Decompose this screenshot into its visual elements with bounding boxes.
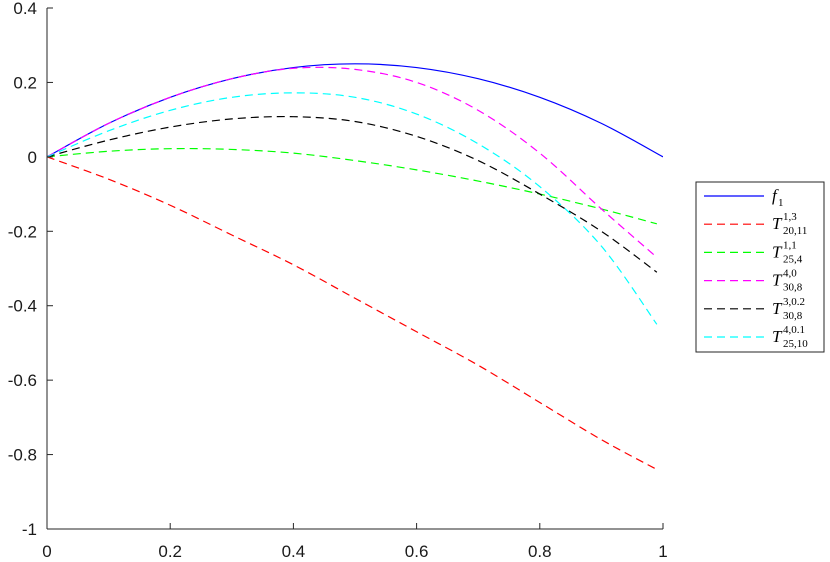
legend-label-sup: 1,3 [783, 211, 797, 223]
legend-label: f [772, 186, 779, 205]
legend-label-sub: 30,8 [783, 310, 803, 322]
series-line-t-25-10 [47, 92, 658, 325]
x-tick-label: 0 [42, 542, 51, 561]
series-line-t-20-11 [47, 156, 658, 470]
legend-label-sub: 25,10 [783, 338, 808, 350]
legend-label: T [772, 299, 783, 318]
legend-label-sub: 20,11 [783, 225, 807, 237]
legend-label: T [772, 242, 783, 261]
y-tick-label: -0.4 [8, 297, 37, 316]
x-tick-label: 0.6 [405, 542, 429, 561]
y-tick-label: -0.8 [8, 446, 37, 465]
y-tick-label: -0.2 [8, 222, 37, 241]
series-lines [47, 63, 663, 470]
y-tick-label: -0.6 [8, 371, 37, 390]
legend-label: T [772, 271, 783, 290]
legend-label: T [772, 214, 783, 233]
legend-label-sup: 1,1 [783, 239, 797, 251]
legend-box [695, 181, 825, 353]
x-tick-label: 0.2 [158, 542, 182, 561]
y-tick-label: -1 [22, 520, 37, 539]
legend-label-sup: 4,0 [783, 268, 797, 280]
series-line-t-25-4 [47, 147, 657, 225]
x-tick-label: 1 [658, 542, 667, 561]
y-tick-label: 0.2 [13, 73, 37, 92]
legend-label-sub: 30,8 [783, 282, 803, 294]
x-tick-label: 0.4 [282, 542, 306, 561]
axes: 0 0.2 0.4 0.6 0.8 1 -1 -0.8 -0.6 -0.4 -0.2 0 0.2 0.4 [8, 0, 668, 561]
y-tick-label: 0.4 [13, 0, 37, 18]
series-line-t-30-8-b [47, 115, 658, 273]
legend-label-sup: 3,0.2 [783, 296, 805, 308]
x-tick-label: 0.8 [528, 542, 552, 561]
legend-label-sub: 1 [778, 197, 784, 209]
y-tick-label: 0 [28, 148, 37, 167]
series-line-t-30-8-a [47, 66, 658, 258]
series-line-f1 [47, 63, 663, 158]
legend-label-sup: 4,0.1 [783, 324, 805, 336]
legend-label: T [772, 327, 783, 346]
legend-label-sub: 25,4 [783, 253, 803, 265]
legend: f 1T 1,320,11T 1,125,4T 4,030,8T 3,0.230,8T 4,… [695, 181, 825, 353]
